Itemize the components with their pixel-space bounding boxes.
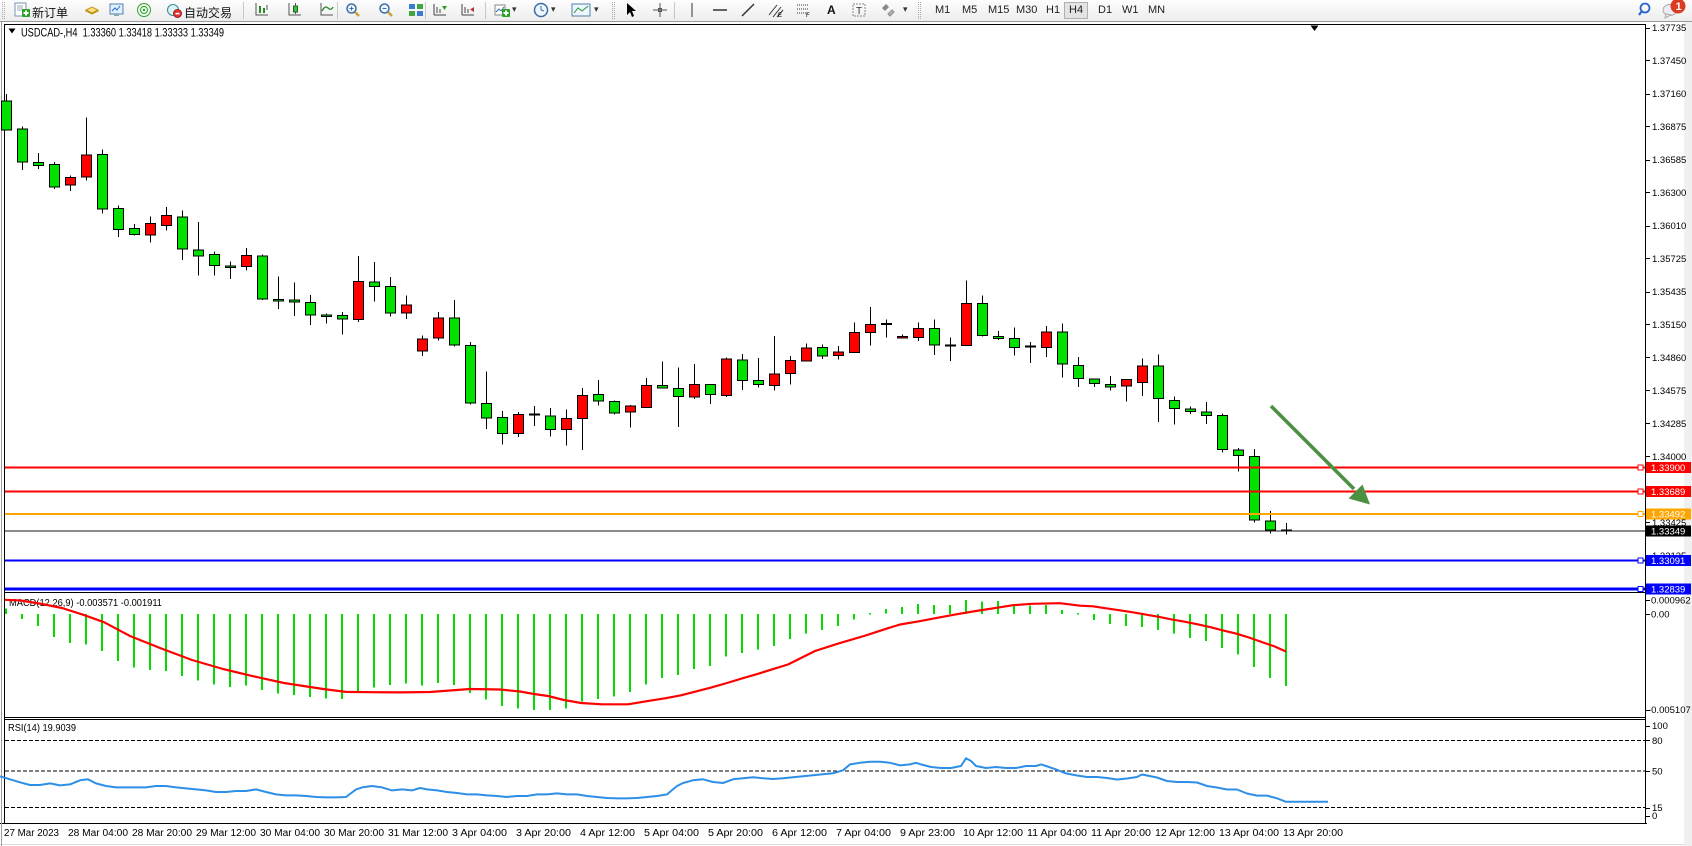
svg-text:USDCAD-,H4 1.33360 1.33418 1.: USDCAD-,H4 1.33360 1.33418 1.33333 1.333… bbox=[21, 28, 224, 40]
svg-text:27 Mar 2023: 27 Mar 2023 bbox=[4, 828, 59, 839]
svg-text:E: E bbox=[778, 13, 782, 18]
svg-text:1.35435: 1.35435 bbox=[1652, 287, 1686, 298]
svg-text:15: 15 bbox=[1652, 803, 1663, 814]
svg-text:1.34285: 1.34285 bbox=[1652, 419, 1686, 430]
svg-text:100: 100 bbox=[1652, 721, 1668, 732]
svg-text:1.36010: 1.36010 bbox=[1652, 221, 1686, 232]
svg-text:3 Apr 04:00: 3 Apr 04:00 bbox=[452, 828, 507, 839]
svg-text:30 Mar 04:00: 30 Mar 04:00 bbox=[260, 828, 320, 839]
svg-text:1: 1 bbox=[1676, 1, 1682, 13]
svg-text:1.36585: 1.36585 bbox=[1652, 155, 1686, 166]
svg-text:11 Apr 04:00: 11 Apr 04:00 bbox=[1027, 828, 1087, 839]
svg-text:29 Mar 12:00: 29 Mar 12:00 bbox=[196, 828, 256, 839]
svg-text:30 Mar 20:00: 30 Mar 20:00 bbox=[324, 828, 384, 839]
svg-text:5 Apr 04:00: 5 Apr 04:00 bbox=[644, 828, 699, 839]
svg-text:10 Apr 12:00: 10 Apr 12:00 bbox=[963, 828, 1023, 839]
svg-text:1.34860: 1.34860 bbox=[1652, 353, 1686, 364]
svg-text:1.32839: 1.32839 bbox=[1651, 585, 1685, 596]
svg-text:1.33349: 1.33349 bbox=[1651, 527, 1685, 538]
svg-text:1.37735: 1.37735 bbox=[1652, 23, 1686, 34]
svg-text:4 Apr 12:00: 4 Apr 12:00 bbox=[580, 828, 635, 839]
svg-text:9 Apr 23:00: 9 Apr 23:00 bbox=[900, 828, 955, 839]
svg-text:F: F bbox=[806, 13, 810, 18]
svg-text:0.00: 0.00 bbox=[1651, 610, 1670, 621]
svg-text:1.33900: 1.33900 bbox=[1651, 463, 1685, 474]
svg-text:28 Mar 04:00: 28 Mar 04:00 bbox=[68, 828, 128, 839]
svg-text:50: 50 bbox=[1652, 767, 1663, 778]
svg-text:13 Apr 20:00: 13 Apr 20:00 bbox=[1283, 828, 1343, 839]
svg-text:1.34000: 1.34000 bbox=[1652, 452, 1686, 463]
svg-text:1.37450: 1.37450 bbox=[1652, 56, 1686, 67]
svg-text:0: 0 bbox=[1652, 811, 1657, 822]
svg-text:28 Mar 20:00: 28 Mar 20:00 bbox=[132, 828, 192, 839]
svg-text:1.36875: 1.36875 bbox=[1652, 122, 1686, 133]
svg-text:6 Apr 12:00: 6 Apr 12:00 bbox=[772, 828, 827, 839]
svg-text:-0.005107: -0.005107 bbox=[1648, 705, 1691, 716]
svg-text:12 Apr 12:00: 12 Apr 12:00 bbox=[1155, 828, 1215, 839]
svg-text:13 Apr 04:00: 13 Apr 04:00 bbox=[1219, 828, 1279, 839]
svg-text:1.33689: 1.33689 bbox=[1651, 487, 1685, 498]
svg-text:0.000962: 0.000962 bbox=[1651, 596, 1691, 607]
svg-text:80: 80 bbox=[1652, 736, 1663, 747]
svg-text:3 Apr 20:00: 3 Apr 20:00 bbox=[516, 828, 571, 839]
svg-text:7 Apr 04:00: 7 Apr 04:00 bbox=[836, 828, 891, 839]
svg-text:1.37160: 1.37160 bbox=[1652, 89, 1686, 100]
svg-text:RSI(14) 19.9039: RSI(14) 19.9039 bbox=[8, 723, 76, 734]
svg-text:1.33492: 1.33492 bbox=[1651, 510, 1685, 521]
svg-text:1.33091: 1.33091 bbox=[1651, 556, 1685, 567]
svg-text:MACD(12,26,9) -0.003571 -0.001: MACD(12,26,9) -0.003571 -0.001911 bbox=[9, 598, 162, 609]
svg-text:1.34575: 1.34575 bbox=[1652, 386, 1686, 397]
svg-text:31 Mar 12:00: 31 Mar 12:00 bbox=[388, 828, 448, 839]
svg-text:1.33425: 1.33425 bbox=[1652, 518, 1686, 529]
svg-text:1.35150: 1.35150 bbox=[1652, 320, 1686, 331]
svg-text:11 Apr 20:00: 11 Apr 20:00 bbox=[1091, 828, 1151, 839]
svg-text:1.36300: 1.36300 bbox=[1652, 188, 1686, 199]
svg-text:5 Apr 20:00: 5 Apr 20:00 bbox=[708, 828, 763, 839]
svg-text:T: T bbox=[856, 6, 862, 17]
svg-text:1.35725: 1.35725 bbox=[1652, 254, 1686, 265]
